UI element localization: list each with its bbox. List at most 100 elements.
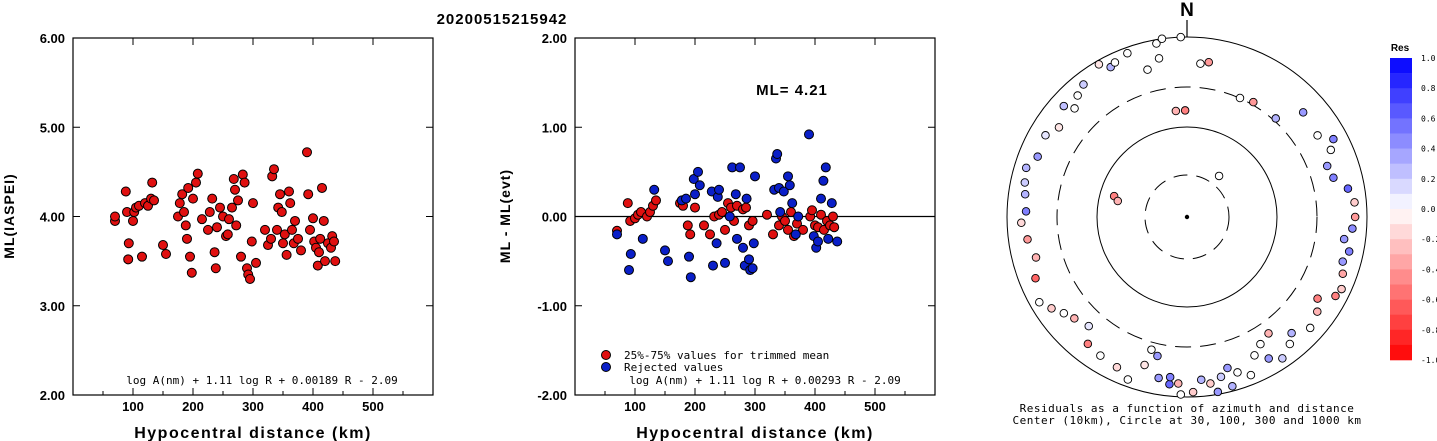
data-point	[188, 193, 198, 204]
data-point	[314, 247, 324, 258]
data-point	[180, 220, 191, 231]
legend-label-rejected: Rejected values	[624, 361, 723, 374]
station-marker	[1083, 339, 1093, 349]
colorbar-cell	[1390, 329, 1412, 346]
data-point	[185, 251, 195, 262]
legend: 25%-75% values for trimmed mean Rejected…	[601, 349, 829, 374]
colorbar-tick-label: 0.4	[1421, 145, 1436, 154]
colorbar-cell	[1390, 314, 1412, 331]
data-point	[663, 256, 673, 267]
data-point	[735, 162, 745, 173]
data-point	[790, 229, 801, 240]
station-marker	[1264, 354, 1273, 363]
station-marker	[1070, 104, 1079, 113]
data-points	[110, 147, 341, 284]
station-marker	[1278, 354, 1287, 363]
station-marker	[1054, 123, 1064, 132]
y-tick-label: 3.00	[40, 299, 65, 314]
data-point	[236, 251, 246, 262]
data-point	[708, 260, 718, 271]
data-point	[302, 147, 312, 158]
station-marker	[1140, 360, 1149, 370]
station-marker	[1235, 93, 1245, 103]
data-point	[246, 236, 257, 247]
colorbar-tick-label: 0.2	[1421, 175, 1436, 184]
data-point	[772, 149, 783, 160]
station-marker	[1041, 131, 1050, 140]
data-point	[780, 215, 790, 226]
north-label: N	[1180, 0, 1194, 21]
data-point	[816, 193, 826, 204]
data-point	[820, 162, 831, 173]
data-point	[272, 224, 282, 235]
epicenter-dot	[1184, 214, 1190, 220]
station-marker	[1180, 106, 1190, 115]
data-point	[174, 198, 185, 209]
data-point	[651, 195, 661, 206]
data-point	[832, 236, 843, 247]
legend-marker-rejected	[601, 362, 611, 372]
data-point	[275, 189, 285, 200]
colorbar-cell	[1390, 163, 1412, 180]
data-point	[829, 222, 840, 233]
data-point	[230, 184, 240, 195]
station-marker	[1246, 370, 1256, 380]
data-point	[305, 224, 315, 235]
station-marker	[1350, 198, 1359, 207]
station-marker	[1157, 34, 1167, 44]
data-point	[312, 260, 323, 271]
data-point	[783, 171, 793, 182]
data-point	[279, 229, 290, 240]
colorbar-cell	[1390, 178, 1412, 195]
station-marker	[1250, 351, 1259, 360]
data-point	[699, 220, 709, 231]
station-marker	[1204, 57, 1214, 67]
data-point	[738, 242, 748, 253]
data-point	[251, 257, 261, 268]
data-point	[182, 233, 192, 244]
data-point	[329, 236, 339, 247]
station-marker	[1326, 145, 1336, 155]
data-point	[684, 251, 694, 262]
data-point	[269, 164, 279, 175]
data-point	[177, 189, 188, 200]
station-marker	[1338, 257, 1347, 266]
x-tick-label: 300	[744, 399, 766, 414]
data-point	[720, 257, 730, 268]
data-point	[123, 254, 134, 265]
station-marker	[1285, 339, 1295, 349]
station-marker	[1020, 190, 1030, 199]
caption-line-2: Center (10km), Circle at 30, 100, 300 an…	[1012, 414, 1361, 427]
data-point	[120, 186, 131, 197]
station-marker	[1112, 363, 1122, 372]
y-tick-label: 4.00	[40, 210, 65, 225]
station-marker	[1023, 235, 1032, 244]
station-marker	[1165, 372, 1175, 382]
data-point	[149, 195, 159, 206]
data-point	[660, 245, 670, 256]
data-point	[248, 198, 258, 209]
data-point	[228, 174, 239, 185]
colorbar-cell	[1390, 254, 1412, 270]
station-marker	[1059, 308, 1069, 318]
x-tick-label: 200	[684, 399, 706, 414]
data-point	[266, 233, 276, 244]
y-axis-label: ML(IASPEI)	[1, 173, 17, 258]
ml-annotation: ML= 4.21	[756, 82, 828, 99]
station-marker	[1271, 114, 1280, 123]
data-point	[284, 186, 294, 197]
data-point	[732, 233, 742, 244]
colorbar-tick-label: -0.6	[1421, 296, 1437, 305]
colorbar-cell	[1390, 209, 1412, 225]
data-points	[612, 129, 843, 283]
station-marker	[1070, 314, 1079, 323]
panel-ml-iaspei: 2.00 3.00 4.00 5.00 6.00 100 200 300 400 500 Hyp…	[1, 31, 434, 441]
y-axis-label: ML - ML(evt)	[497, 169, 513, 263]
data-point	[793, 211, 804, 222]
data-point	[682, 220, 693, 231]
data-point	[123, 238, 134, 249]
data-point	[714, 184, 724, 195]
y-tick-label: 2.00	[40, 388, 65, 403]
y-tick-label: -1.00	[537, 299, 567, 314]
panel-azimuth-residuals: N Residuals as a function of azimuth and…	[1006, 0, 1368, 427]
